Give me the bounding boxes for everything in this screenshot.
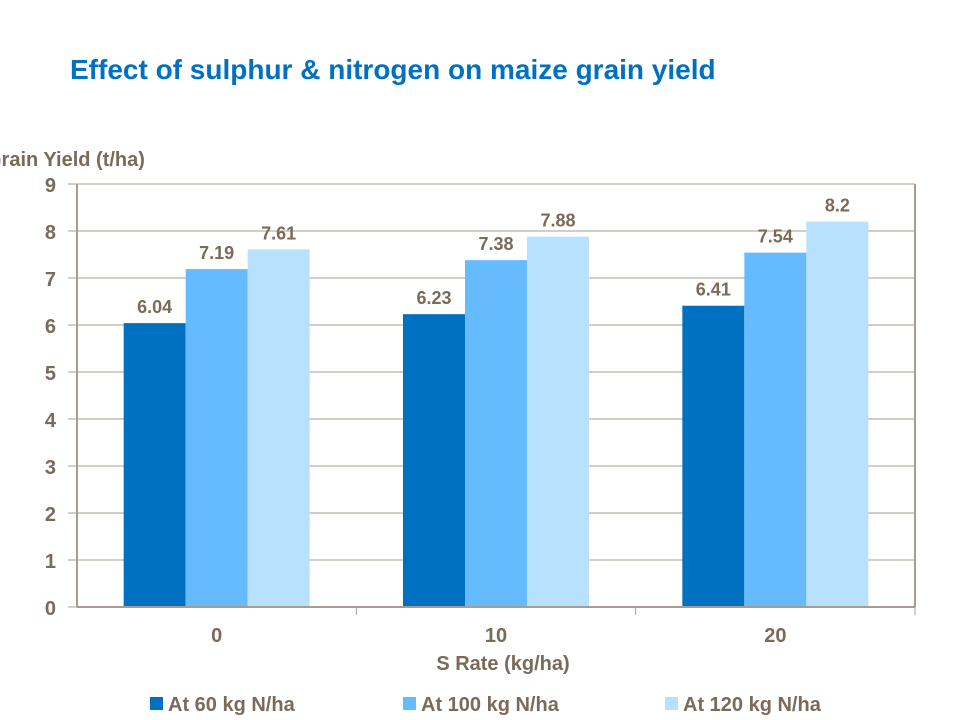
bar bbox=[123, 323, 186, 607]
x-axis-label: S Rate (kg/ha) bbox=[436, 653, 569, 675]
data-label: 8.2 bbox=[825, 196, 850, 216]
data-label: 7.54 bbox=[758, 227, 793, 247]
y-tick-label: 3 bbox=[45, 457, 56, 479]
y-tick-label: 1 bbox=[45, 551, 56, 573]
bar bbox=[744, 252, 807, 607]
x-tick-label: 20 bbox=[764, 625, 786, 647]
bar bbox=[682, 305, 745, 607]
y-tick-label: 7 bbox=[45, 269, 56, 291]
bar bbox=[527, 236, 589, 607]
y-tick-label: 0 bbox=[45, 598, 56, 620]
bar bbox=[465, 260, 527, 607]
chart-title: Effect of sulphur & nitrogen on maize gr… bbox=[70, 54, 716, 85]
data-label: 7.19 bbox=[199, 243, 234, 263]
y-tick-label: 2 bbox=[45, 504, 56, 526]
x-tick-label: 0 bbox=[211, 625, 222, 647]
y-axis-label: Grain Yield (t/ha) bbox=[0, 149, 145, 171]
x-tick-label: 10 bbox=[485, 625, 507, 647]
bar bbox=[185, 269, 248, 607]
y-tick-label: 9 bbox=[45, 175, 56, 197]
legend-label: At 60 kg N/ha bbox=[168, 694, 296, 716]
legend-label: At 120 kg N/ha bbox=[683, 694, 822, 716]
legend-label: At 100 kg N/ha bbox=[421, 694, 560, 716]
bar bbox=[806, 221, 869, 607]
legend-swatch bbox=[665, 697, 678, 710]
legend-swatch bbox=[403, 697, 416, 710]
data-label: 6.23 bbox=[416, 288, 451, 308]
data-label: 6.04 bbox=[137, 297, 172, 317]
data-label: 7.61 bbox=[261, 223, 296, 243]
data-label: 6.41 bbox=[696, 280, 731, 300]
y-tick-label: 4 bbox=[45, 410, 57, 432]
y-tick-label: 8 bbox=[45, 222, 56, 244]
data-label: 7.88 bbox=[540, 211, 575, 231]
legend-swatch bbox=[150, 697, 163, 710]
bar bbox=[247, 249, 310, 607]
y-tick-label: 5 bbox=[45, 363, 56, 385]
data-label: 7.38 bbox=[478, 234, 513, 254]
bar bbox=[403, 314, 465, 607]
y-tick-label: 6 bbox=[45, 316, 56, 338]
